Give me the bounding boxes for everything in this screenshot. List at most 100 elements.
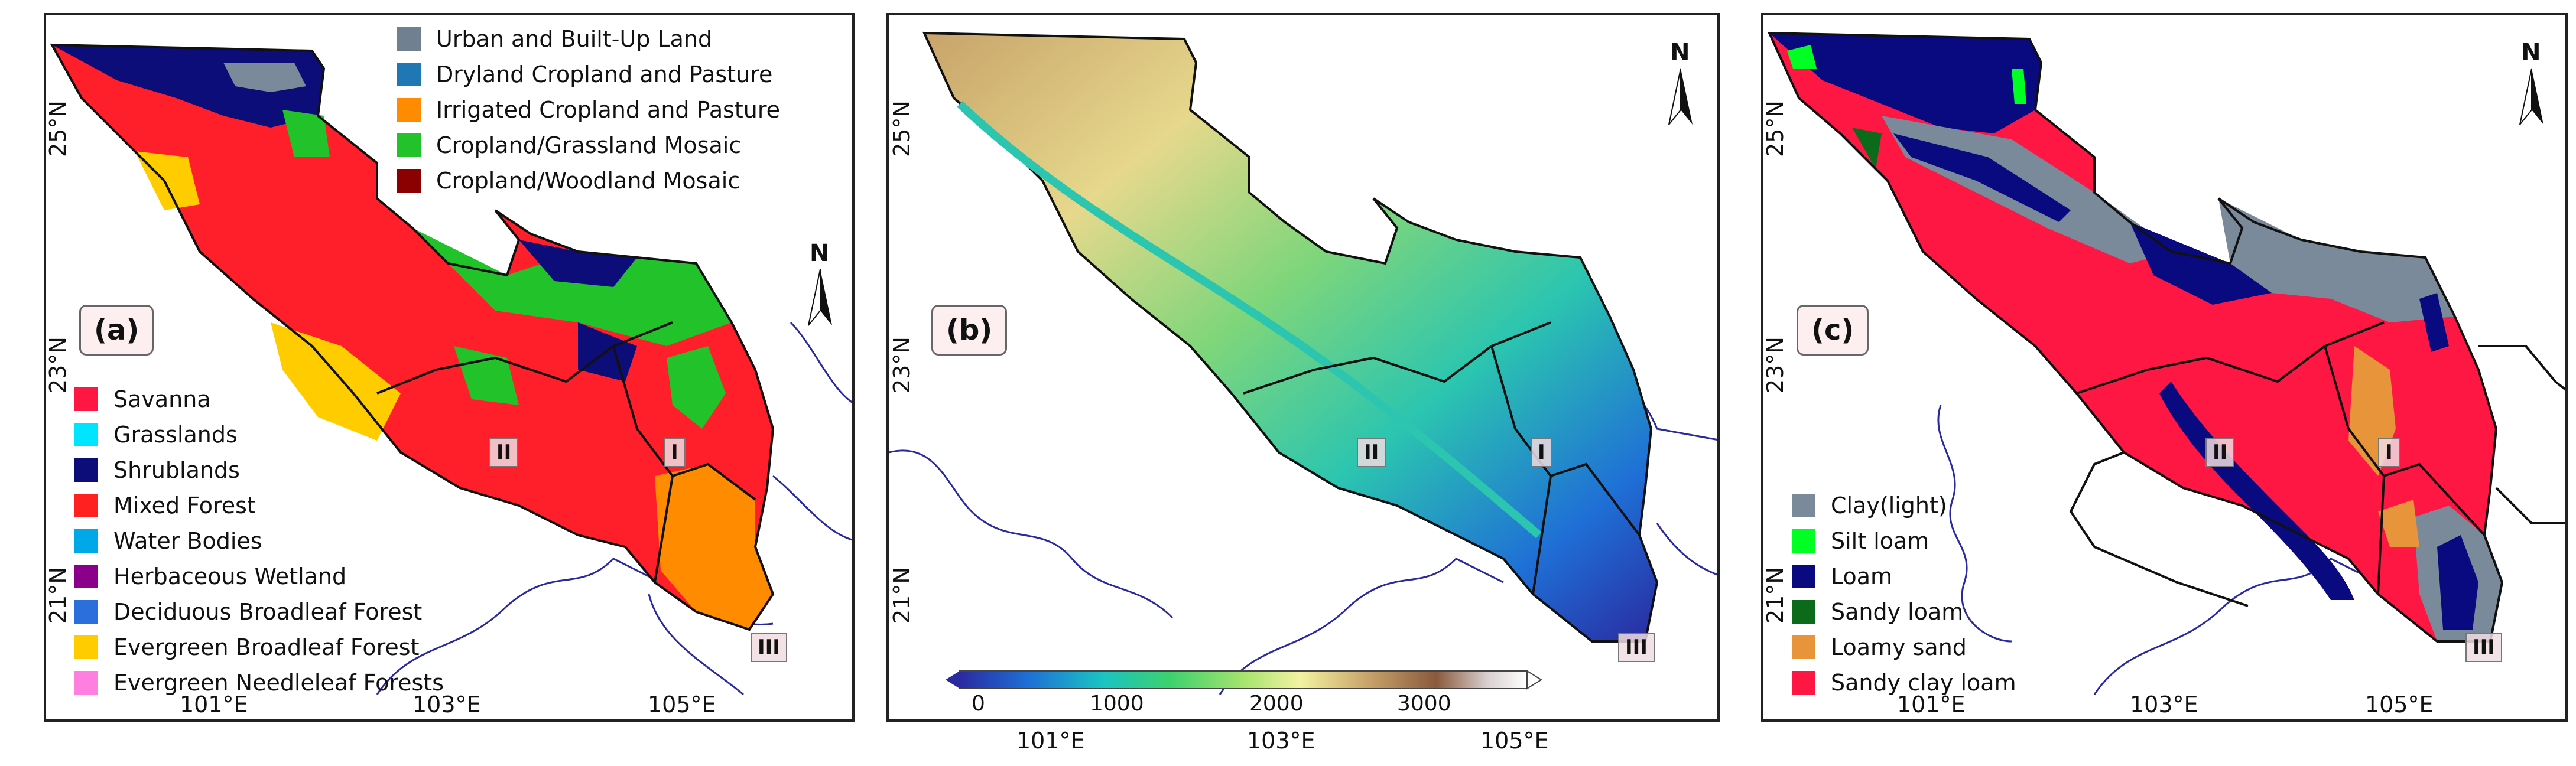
lon-tick-103: 103°E bbox=[412, 692, 481, 718]
lat-tick-21: 21°N bbox=[889, 567, 915, 624]
legend-label: Silt loam bbox=[1831, 528, 1929, 554]
region-label-ii: II bbox=[1357, 438, 1386, 467]
legend-item: Silt loam bbox=[1792, 523, 2016, 559]
lon-tick-103: 103°E bbox=[2130, 692, 2198, 718]
region-label-ii: II bbox=[489, 438, 519, 467]
colorbar-tick-1000: 1000 bbox=[1090, 692, 1144, 716]
legend-swatch bbox=[1792, 494, 1815, 517]
lon-tick-105: 105°E bbox=[2365, 692, 2434, 718]
lat-tick-25: 25°N bbox=[1762, 100, 1788, 157]
region-label-i: I bbox=[664, 438, 686, 467]
colorbar-tick-0: 0 bbox=[972, 692, 985, 716]
legend-item: Sandy loam bbox=[1792, 594, 2016, 630]
legend-item: Dryland Cropland and Pasture bbox=[397, 57, 780, 92]
panel-b-elevation-map: 25°N 23°N 21°N (b) N II I III 0 1000 200… bbox=[886, 13, 1720, 722]
lat-tick-25: 25°N bbox=[45, 100, 71, 157]
land-use-legend-bottom: Savanna Grasslands Shrublands Mixed Fore… bbox=[74, 382, 444, 700]
north-arrow-icon: N bbox=[797, 240, 844, 328]
subbasin-boundaries bbox=[1767, 31, 2565, 643]
legend-swatch bbox=[74, 529, 98, 553]
subbasin-boundaries bbox=[50, 43, 775, 631]
legend-item: Deciduous Broadleaf Forest bbox=[74, 594, 444, 630]
lat-tick-21: 21°N bbox=[1762, 567, 1788, 624]
legend-label: Dryland Cropland and Pasture bbox=[436, 61, 773, 87]
legend-label: Deciduous Broadleaf Forest bbox=[113, 599, 423, 625]
legend-swatch bbox=[397, 63, 421, 86]
north-arrow-shape bbox=[1668, 68, 1693, 125]
legend-swatch bbox=[397, 27, 421, 51]
legend-swatch bbox=[397, 98, 421, 122]
legend-item: Cropland/Grassland Mosaic bbox=[397, 128, 780, 163]
legend-label: Clay(light) bbox=[1831, 493, 1947, 519]
soil-texture-map-graphic bbox=[1767, 31, 2565, 695]
region-label-iii: III bbox=[751, 633, 787, 662]
legend-swatch bbox=[74, 565, 98, 588]
neighbor-boundaries bbox=[1937, 405, 2379, 695]
lat-tick-23: 23°N bbox=[889, 337, 915, 393]
panel-c-soil-texture-map: 25°N 23°N 21°N (c) N II I III Clay(light… bbox=[1761, 13, 2568, 722]
legend-label: Cropland/Grassland Mosaic bbox=[436, 132, 742, 158]
legend-swatch bbox=[74, 635, 98, 659]
legend-item: Savanna bbox=[74, 382, 444, 417]
panel-a-label: (a) bbox=[79, 305, 154, 356]
legend-label: Water Bodies bbox=[113, 528, 262, 554]
legend-label: Cropland/Woodland Mosaic bbox=[436, 168, 740, 194]
legend-label: Evergreen Needleleaf Forests bbox=[113, 670, 444, 696]
north-arrow-shape bbox=[2519, 68, 2543, 125]
legend-item: Cropland/Woodland Mosaic bbox=[397, 163, 780, 198]
legend-swatch bbox=[397, 133, 421, 157]
legend-item: Water Bodies bbox=[74, 523, 444, 559]
lon-tick-105: 105°E bbox=[648, 692, 716, 718]
elevation-map-graphic bbox=[889, 31, 1717, 695]
panel-c-label: (c) bbox=[1797, 305, 1869, 356]
colorbar-tick-3000: 3000 bbox=[1397, 692, 1451, 716]
legend-swatch bbox=[74, 671, 98, 695]
legend-label: Evergreen Broadleaf Forest bbox=[113, 634, 420, 660]
legend-item: Grasslands bbox=[74, 417, 444, 452]
colorbar-tick-2000: 2000 bbox=[1249, 692, 1304, 716]
legend-label: Sandy clay loam bbox=[1831, 670, 2016, 696]
legend-swatch bbox=[1792, 529, 1815, 553]
legend-label: Loamy sand bbox=[1831, 634, 1967, 660]
legend-swatch bbox=[74, 423, 98, 446]
colorbar bbox=[959, 670, 1528, 689]
legend-item: Mixed Forest bbox=[74, 488, 444, 523]
land-use-legend-top: Urban and Built-Up Land Dryland Cropland… bbox=[397, 21, 780, 198]
legend-label: Loam bbox=[1831, 563, 1893, 589]
study-area-fill bbox=[52, 45, 773, 630]
legend-label: Herbaceous Wetland bbox=[113, 563, 347, 589]
north-letter: N bbox=[1670, 39, 1690, 66]
lon-tick-101: 101°E bbox=[180, 692, 248, 718]
colorbar-max-arrow bbox=[1526, 670, 1542, 690]
region-label-ii: II bbox=[2205, 438, 2235, 467]
legend-swatch bbox=[1792, 600, 1815, 624]
legend-item: Evergreen Broadleaf Forest bbox=[74, 630, 444, 665]
north-arrow-icon: N bbox=[1657, 39, 1704, 128]
north-arrow-icon: N bbox=[2508, 39, 2555, 128]
north-arrow-shape bbox=[808, 269, 832, 326]
legend-label: Irrigated Cropland and Pasture bbox=[436, 97, 781, 123]
legend-item: Sandy clay loam bbox=[1792, 665, 2016, 700]
lat-tick-23: 23°N bbox=[45, 337, 71, 393]
legend-swatch bbox=[1792, 565, 1815, 588]
panel-b-label: (b) bbox=[931, 305, 1008, 356]
colorbar-min-arrow bbox=[946, 671, 960, 689]
legend-label: Urban and Built-Up Land bbox=[436, 26, 713, 52]
region-label-iii: III bbox=[1618, 633, 1655, 662]
lon-tick-101: 101°E bbox=[1897, 692, 1966, 718]
panel-b-lon-tick-101: 101°E bbox=[1016, 728, 1085, 754]
lat-tick-23: 23°N bbox=[1762, 337, 1788, 393]
soil-texture-legend: Clay(light) Silt loam Loam Sandy loam Lo… bbox=[1792, 488, 2016, 700]
north-letter: N bbox=[2521, 39, 2541, 66]
legend-swatch bbox=[74, 600, 98, 624]
north-letter: N bbox=[810, 240, 830, 267]
region-label-iii: III bbox=[2465, 633, 2502, 662]
legend-item: Evergreen Needleleaf Forests bbox=[74, 665, 444, 700]
legend-swatch bbox=[74, 494, 98, 517]
legend-label: Sandy loam bbox=[1831, 599, 1964, 625]
legend-label: Mixed Forest bbox=[113, 493, 256, 519]
legend-item: Irrigated Cropland and Pasture bbox=[397, 92, 780, 128]
region-label-i: I bbox=[1531, 438, 1552, 467]
land-use-map-graphic bbox=[50, 43, 852, 696]
legend-label: Shrublands bbox=[113, 457, 240, 483]
